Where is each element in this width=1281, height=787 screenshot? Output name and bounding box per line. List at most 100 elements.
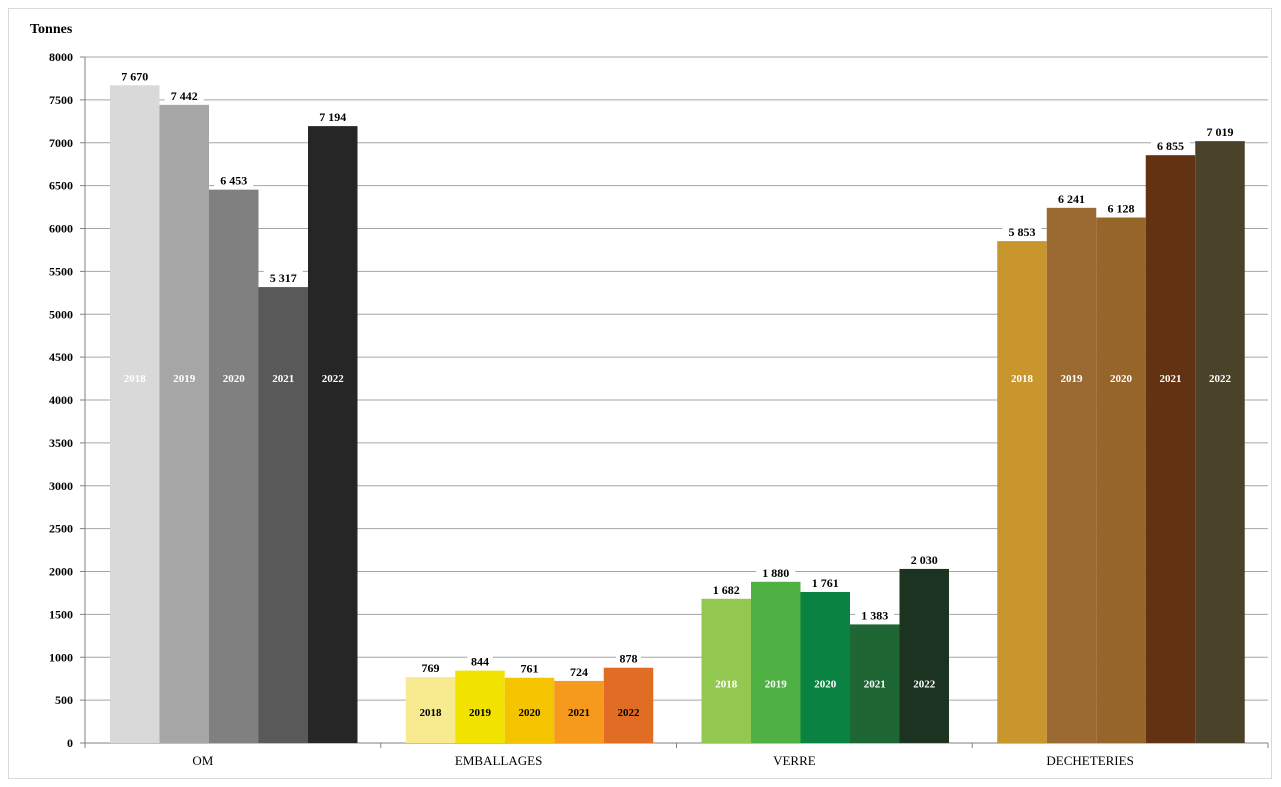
data-label-bg [616, 650, 641, 666]
bar-year-label: 2018 [420, 707, 443, 719]
bar-year-label: 2022 [618, 707, 641, 719]
bar-year-label: 2019 [765, 679, 788, 691]
bar-verre-2022 [899, 568, 949, 743]
bar-decheteries-2020 [1096, 217, 1146, 744]
bar-year-label: 2018 [1011, 373, 1034, 385]
bar-year-label: 2018 [124, 373, 147, 385]
data-label: 7 194 [319, 110, 346, 124]
data-label-bg [855, 607, 895, 623]
bar-year-label: 2022 [322, 373, 345, 385]
y-axis-unit-label: Tonnes [30, 22, 73, 37]
y-tick-label: 1000 [49, 650, 73, 664]
bar-decheteries-2018 [997, 241, 1047, 743]
data-label-bg [1002, 224, 1042, 240]
bar-om-2022 [308, 126, 358, 743]
data-label-bg [313, 109, 353, 125]
data-label: 1 383 [861, 608, 888, 622]
y-tick-label: 2000 [49, 565, 73, 579]
bar-year-label: 2022 [1209, 373, 1232, 385]
bar-om-2018 [110, 85, 160, 744]
data-label-bg [706, 581, 746, 597]
bar-year-label: 2020 [223, 373, 246, 385]
bar-year-label: 2021 [1160, 373, 1182, 385]
y-tick-label: 6000 [49, 222, 73, 236]
x-category-label: EMBALLAGES [455, 753, 542, 768]
data-label: 1 682 [713, 583, 740, 597]
y-tick-label: 1500 [49, 607, 73, 621]
y-tick-label: 6500 [49, 179, 73, 193]
bar-emballages-2022 [603, 667, 654, 743]
data-label: 6 128 [1108, 202, 1135, 216]
bar-verre-2020 [800, 591, 850, 743]
bar-emballages-2018 [405, 677, 456, 743]
bar-year-label: 2019 [469, 707, 492, 719]
data-label: 761 [521, 662, 539, 676]
data-label-bg [566, 663, 592, 679]
y-tick-label: 3000 [49, 479, 73, 493]
bar-year-label: 2022 [913, 679, 936, 691]
bar-verre-2021 [850, 624, 900, 743]
data-label-bg [214, 172, 254, 188]
data-label-bg [517, 660, 542, 676]
data-label: 1 761 [812, 576, 839, 590]
y-tick-label: 500 [55, 693, 73, 707]
data-label: 878 [620, 652, 638, 666]
data-label-bg [1151, 138, 1190, 154]
y-tick-label: 7500 [49, 93, 73, 107]
data-label: 5 317 [270, 271, 297, 285]
data-label-bg [904, 551, 944, 567]
data-label: 6 855 [1157, 139, 1184, 153]
data-label-bg [467, 653, 493, 669]
bar-year-label: 2020 [519, 707, 542, 719]
x-category-label: DECHETERIES [1046, 753, 1133, 768]
bar-year-label: 2019 [173, 373, 196, 385]
data-label: 7 442 [171, 89, 198, 103]
bar-emballages-2020 [504, 677, 555, 743]
bar-emballages-2021 [554, 680, 604, 743]
bar-om-2019 [159, 104, 209, 743]
bar-year-label: 2020 [814, 679, 837, 691]
y-tick-label: 5500 [49, 264, 73, 278]
x-category-label: VERRE [773, 753, 816, 768]
bar-decheteries-2019 [1046, 207, 1097, 744]
data-label-bg [418, 660, 443, 676]
data-label: 7 019 [1207, 125, 1234, 139]
data-label-bg [263, 270, 303, 286]
bar-decheteries-2021 [1145, 155, 1196, 744]
y-tick-label: 7000 [49, 136, 73, 150]
data-label-bg [1101, 200, 1141, 216]
data-label-bg [1200, 124, 1240, 140]
bar-year-label: 2019 [1061, 373, 1084, 385]
y-tick-label: 2500 [49, 522, 73, 536]
bar-verre-2018 [701, 598, 751, 743]
data-label-bg [1052, 190, 1091, 206]
data-label: 769 [422, 661, 440, 675]
data-label-bg [756, 564, 796, 580]
bar-verre-2019 [751, 581, 801, 743]
bar-om-2020 [209, 189, 259, 743]
data-label: 6 241 [1058, 192, 1085, 206]
bar-year-label: 2021 [864, 679, 886, 691]
bar-emballages-2019 [455, 670, 505, 743]
y-tick-label: 4500 [49, 350, 73, 364]
bar-year-label: 2018 [715, 679, 738, 691]
data-label: 6 453 [220, 174, 247, 188]
bar-decheteries-2022 [1195, 141, 1245, 744]
data-label: 2 030 [911, 553, 938, 567]
data-label-bg [115, 68, 155, 84]
y-tick-label: 8000 [49, 50, 73, 64]
bar-year-label: 2021 [272, 373, 294, 385]
bar-om-2021 [258, 287, 308, 743]
y-tick-label: 3500 [49, 436, 73, 450]
y-tick-label: 0 [67, 736, 73, 750]
data-label-bg [164, 87, 204, 103]
bar-year-label: 2021 [568, 707, 590, 719]
data-label: 7 670 [121, 69, 148, 83]
data-label: 5 853 [1009, 225, 1036, 239]
y-tick-label: 4000 [49, 393, 73, 407]
data-label: 724 [570, 665, 588, 679]
data-label-bg [805, 574, 845, 590]
x-category-label: OM [192, 753, 213, 768]
data-label: 844 [471, 655, 489, 669]
